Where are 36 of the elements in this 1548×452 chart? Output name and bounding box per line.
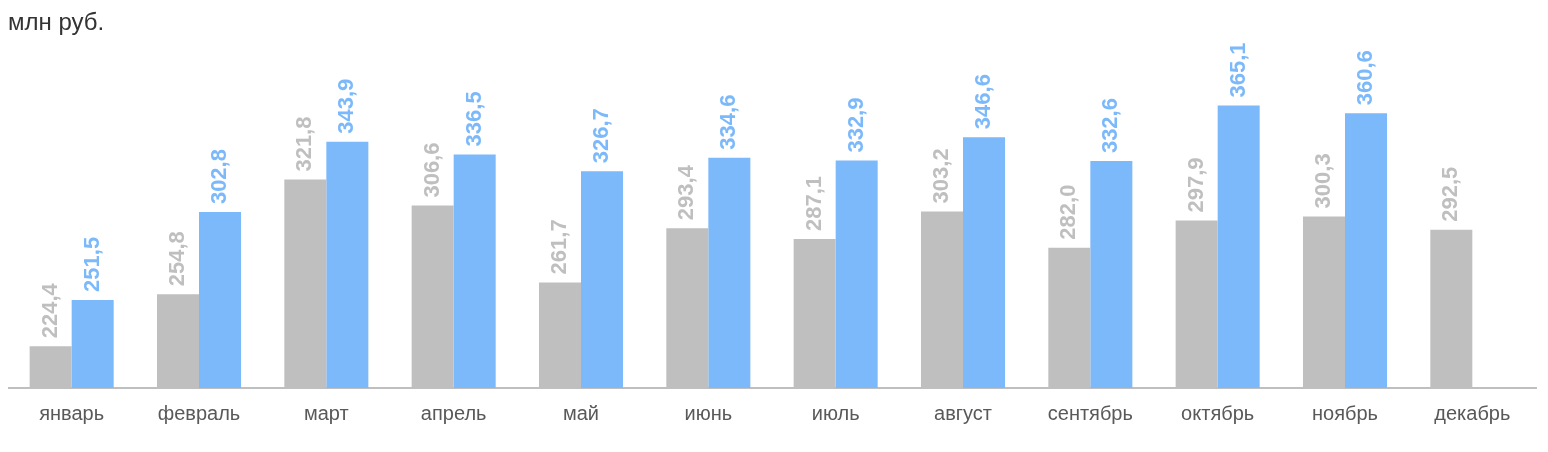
data-label: 297,9 [1182,157,1208,213]
data-label: 292,5 [1437,166,1463,222]
x-tick-label: декабрь [1434,401,1511,424]
x-tick-label: октябрь [1181,401,1255,424]
data-label: 293,4 [673,164,699,221]
data-label: 321,8 [291,116,317,172]
data-label: 343,9 [333,78,359,134]
data-label: 306,6 [418,142,444,198]
data-label: 346,6 [970,74,996,130]
data-label: 334,6 [715,94,741,150]
x-tick-label: август [934,401,992,424]
data-label: 360,6 [1352,50,1378,106]
data-label: 224,4 [36,282,62,339]
data-label: 261,7 [546,219,572,275]
chart-title: млн руб. [8,8,106,36]
data-label: 300,3 [1310,153,1336,209]
data-label: 302,8 [206,149,232,205]
data-label: 332,9 [842,97,868,153]
x-tick-label: февраль [157,401,241,424]
x-tick-label: май [562,401,600,424]
data-label: 365,1 [1224,42,1250,98]
data-label: 251,5 [78,236,104,292]
x-tick-label: январь [39,401,105,424]
x-tick-label: ноябрь [1312,401,1378,424]
data-label: 326,7 [588,108,614,164]
x-tick-label: июль [811,401,860,424]
x-tick-label: июнь [684,401,733,424]
data-label: 254,8 [164,231,190,287]
x-tick-label: сентябрь [1047,401,1133,424]
data-label: 282,0 [1055,184,1081,240]
x-tick-label: март [303,401,349,424]
x-tick-label: апрель [420,401,487,424]
data-label: 332,6 [1097,98,1123,154]
data-label: 303,2 [928,148,954,204]
data-label: 336,5 [460,91,486,147]
data-label: 287,1 [800,175,826,231]
